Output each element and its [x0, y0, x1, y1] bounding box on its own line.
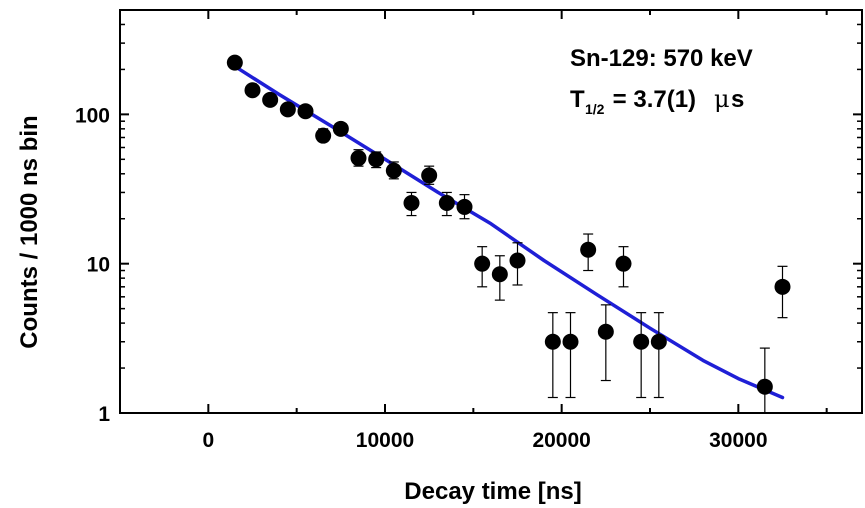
data-point — [332, 120, 349, 137]
data-point — [315, 127, 332, 144]
data-point — [262, 91, 279, 108]
data-point — [562, 333, 579, 350]
y-axis-title: Counts / 1000 ns bin — [16, 115, 43, 348]
x-tick-label: 20000 — [532, 429, 590, 452]
x-tick-label: 10000 — [356, 429, 414, 452]
y-tick-label: 1 — [98, 403, 110, 426]
data-point — [650, 333, 667, 350]
x-axis-title: Decay time [ns] — [404, 478, 581, 505]
x-tick-label: 0 — [202, 429, 214, 452]
data-point — [474, 255, 491, 272]
data-point — [509, 252, 526, 269]
data-point — [633, 333, 650, 350]
x-tick-label: 30000 — [709, 429, 767, 452]
data-point — [491, 266, 508, 283]
data-point — [403, 194, 420, 211]
halflife-subscript: 1/2 — [585, 101, 605, 117]
data-point — [438, 194, 455, 211]
halflife-annotation: T 1/2 = 3.7(1) μ s — [570, 85, 744, 117]
data-point — [456, 198, 473, 215]
y-axis-ticks: 1 10 100 — [75, 9, 862, 426]
data-point — [244, 82, 261, 99]
plot-area-border — [119, 9, 863, 414]
isotope-annotation: Sn-129: 570 keV — [570, 45, 753, 72]
y-tick-label: 100 — [75, 104, 110, 127]
fit-layer — [233, 64, 785, 400]
halflife-symbol: T — [570, 86, 585, 113]
data-point — [774, 278, 791, 295]
halflife-unit: s — [731, 86, 744, 113]
data-point — [615, 255, 632, 272]
data-point — [597, 323, 614, 340]
data-point — [350, 150, 367, 167]
data-point — [756, 378, 773, 395]
y-tick-label: 10 — [87, 254, 110, 277]
fit-curve — [233, 64, 785, 400]
halflife-mu-symbol: μ — [714, 85, 730, 113]
data-point — [544, 333, 561, 350]
points-layer — [226, 54, 791, 395]
data-point — [385, 162, 402, 179]
data-point — [279, 101, 296, 118]
data-point — [580, 241, 597, 258]
data-point — [226, 54, 243, 71]
x-axis-ticks: 0 10000 20000 30000 — [119, 10, 828, 452]
halflife-value: = 3.7(1) — [606, 86, 703, 113]
data-point — [368, 151, 385, 168]
plot-frame — [119, 9, 863, 414]
data-point — [421, 167, 438, 184]
data-point — [297, 103, 314, 120]
